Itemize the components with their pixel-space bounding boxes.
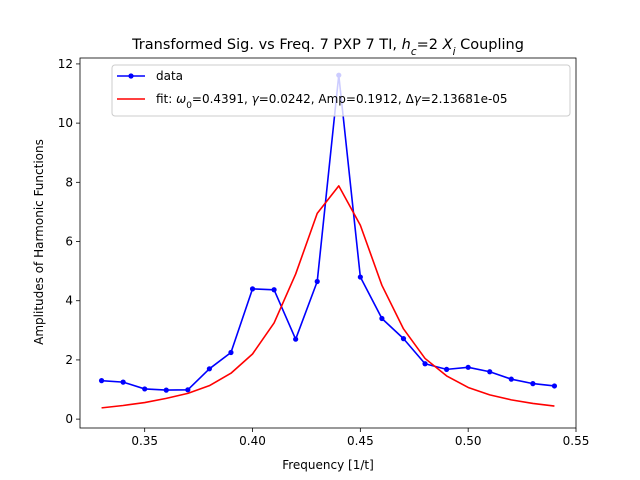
legend-frame <box>111 64 571 117</box>
data-series-line <box>101 74 555 391</box>
x-tick-label: 0.40 <box>239 434 266 448</box>
y-axis-label: Amplitudes of Harmonic Functions <box>32 139 46 345</box>
legend-data-label: data <box>156 69 183 83</box>
legend-data-marker <box>128 73 134 79</box>
y-tick-label: 6 <box>65 235 73 249</box>
y-tick-label: 8 <box>65 175 73 189</box>
x-tick-label: 0.35 <box>131 434 158 448</box>
y-tick-label: 0 <box>65 412 73 426</box>
axes-frame <box>79 57 577 429</box>
x-tick-label: 0.55 <box>563 434 590 448</box>
data-point <box>249 286 256 292</box>
data-point <box>98 378 105 384</box>
data-point <box>487 369 493 375</box>
chart-title: Transformed Sig. vs Freq. 7 PXP 7 TI, hc… <box>131 37 524 58</box>
data-point <box>271 287 277 293</box>
data-point <box>465 364 471 370</box>
data-point <box>357 274 363 280</box>
data-point <box>444 366 450 372</box>
y-tick-label: 4 <box>65 294 73 308</box>
data-point <box>422 361 428 367</box>
y-tick-label: 10 <box>58 116 73 130</box>
data-point <box>228 349 234 356</box>
data-point <box>508 376 514 382</box>
fit-series-line <box>101 185 555 409</box>
data-point <box>379 315 385 322</box>
data-point <box>185 387 191 393</box>
data-point <box>314 278 320 285</box>
x-tick-label: 0.45 <box>347 434 374 448</box>
legend-fit-label: fit: ω0=0.4391, γ=0.0242, Amp=0.1912, Δγ… <box>156 92 508 111</box>
data-point <box>163 387 169 393</box>
y-tick-label: 2 <box>65 353 73 367</box>
data-point <box>293 336 299 342</box>
data-point <box>400 336 407 342</box>
x-axis-label: Frequency [1/t] <box>282 458 374 472</box>
data-point <box>120 379 126 385</box>
x-tick-label: 0.50 <box>455 434 482 448</box>
legend: data fit: ω0=0.4391, γ=0.0242, Amp=0.191… <box>111 64 571 117</box>
data-point <box>142 386 148 392</box>
data-point <box>206 366 212 372</box>
data-point <box>530 381 536 387</box>
y-tick-label: 12 <box>58 57 73 71</box>
plot-area: 0.35 0.40 0.45 0.50 0.55 0 2 4 6 8 10 12 <box>58 57 590 448</box>
data-point <box>551 383 558 389</box>
